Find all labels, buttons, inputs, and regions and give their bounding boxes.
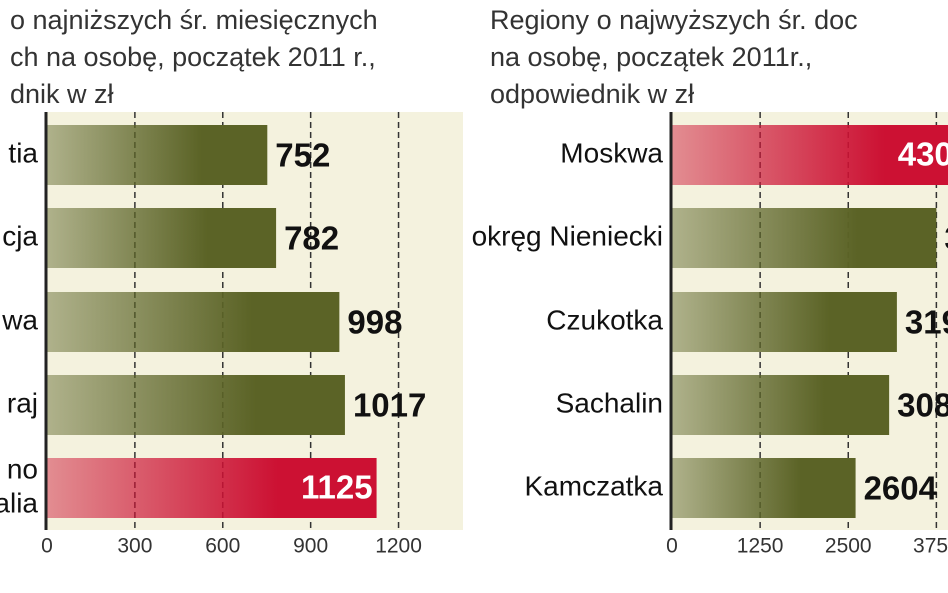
chart-title: na osobę, początek 2011r., (490, 42, 812, 72)
value-label: 3750 (944, 220, 948, 257)
x-tick-label: 2500 (825, 535, 872, 558)
category-label: Sachalin (556, 387, 663, 418)
x-tick-label: 900 (293, 535, 328, 558)
x-tick-label: 300 (117, 535, 152, 558)
bar (47, 375, 345, 435)
category-label: okręg Nieniecki (472, 220, 663, 251)
category-label: alia (0, 487, 38, 518)
value-label: 998 (347, 304, 402, 341)
value-label: 782 (284, 220, 339, 257)
x-tick-label: 3750 (913, 535, 948, 558)
value-label: 3080 (897, 387, 948, 424)
x-tick-label: 1250 (737, 535, 784, 558)
bar (47, 458, 377, 518)
x-tick-label: 0 (41, 535, 53, 558)
x-tick-label: 0 (666, 535, 678, 558)
category-label: tia (8, 137, 38, 168)
category-label: Czukotka (546, 304, 663, 335)
category-label: Kamczatka (525, 470, 664, 501)
category-label: wa (1, 304, 38, 335)
bar (47, 292, 340, 352)
chart-title: Regiony o najwyższych śr. doc (490, 5, 858, 35)
chart-title: odpowiednik w zł (490, 79, 694, 109)
value-label: 752 (275, 137, 330, 174)
category-label: cja (2, 220, 38, 251)
category-label: no (7, 453, 38, 484)
value-label: 3190 (905, 304, 948, 341)
bar (672, 125, 948, 185)
chart-title: ch na osobę, początek 2011 r., (10, 42, 376, 72)
value-label: 1125 (301, 469, 373, 506)
value-label: 4300 (898, 136, 948, 173)
chart-title: o najniższych śr. miesięcznych (10, 5, 378, 35)
bar (672, 292, 897, 352)
bar (672, 208, 937, 268)
bar (47, 125, 268, 185)
value-label: 1017 (353, 387, 426, 424)
x-tick-label: 1200 (375, 535, 422, 558)
x-tick-label: 600 (205, 535, 240, 558)
category-label: Moskwa (560, 137, 663, 168)
category-label: raj (7, 387, 38, 418)
bar (47, 208, 277, 268)
bar (672, 458, 856, 518)
value-label: 2604 (864, 470, 938, 507)
chart-title: dnik w zł (10, 79, 114, 109)
bar (672, 375, 890, 435)
